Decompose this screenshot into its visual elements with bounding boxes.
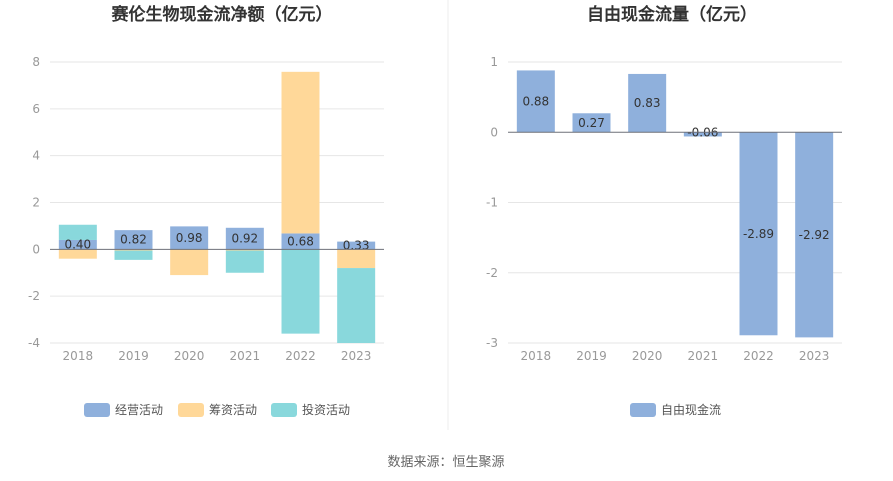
chart-title: 赛伦生物现金流净额（亿元） — [111, 4, 333, 25]
bar-investing — [114, 250, 153, 260]
bar-financing — [281, 71, 320, 234]
legend-label[interactable]: 自由现金流 — [661, 402, 721, 417]
data-label: 0.27 — [578, 116, 605, 130]
x-tick-label: 2022 — [743, 349, 774, 363]
x-tick-label: 2019 — [118, 349, 149, 363]
bar-financing — [337, 249, 376, 269]
bar-investing — [337, 268, 376, 343]
y-tick-label: 1 — [490, 55, 498, 69]
bar-financing — [114, 249, 153, 251]
y-tick-label: 2 — [32, 196, 40, 210]
bar-operating — [114, 230, 153, 250]
bar-free-cash-flow — [683, 132, 722, 137]
legend-swatch[interactable] — [178, 403, 204, 417]
x-tick-label: 2023 — [799, 349, 830, 363]
y-tick-label: -2 — [486, 266, 498, 280]
data-label: -2.92 — [799, 228, 830, 242]
x-tick-label: 2020 — [632, 349, 663, 363]
y-tick-label: 4 — [32, 149, 40, 163]
bar-operating — [170, 226, 209, 250]
data-label: 0.82 — [120, 233, 147, 247]
y-tick-label: 8 — [32, 55, 40, 69]
bar-financing — [170, 249, 209, 276]
bar-free-cash-flow — [739, 132, 778, 336]
data-label: 0.88 — [522, 94, 549, 108]
x-tick-label: 2019 — [576, 349, 607, 363]
x-tick-label: 2018 — [521, 349, 552, 363]
chart-title: 自由现金流量（亿元） — [587, 4, 757, 25]
x-tick-label: 2023 — [341, 349, 372, 363]
y-tick-label: -2 — [28, 289, 40, 303]
y-tick-label: 6 — [32, 102, 40, 116]
bar-operating — [337, 241, 376, 250]
data-label: 0.98 — [176, 231, 203, 245]
bar-operating — [58, 239, 97, 250]
y-tick-label: 0 — [32, 242, 40, 256]
legend-label[interactable]: 投资活动 — [302, 402, 350, 417]
bar-free-cash-flow — [572, 113, 611, 133]
bar-investing — [225, 250, 264, 273]
bar-free-cash-flow — [628, 73, 667, 133]
data-label: 0.40 — [64, 238, 91, 252]
bar-financing — [58, 249, 97, 259]
legend-swatch[interactable] — [271, 403, 297, 417]
data-source-note: 数据来源：恒生聚源 — [387, 455, 504, 470]
x-tick-label: 2021 — [230, 349, 261, 363]
y-tick-label: -3 — [486, 336, 498, 350]
bar-operating — [225, 227, 264, 250]
data-label: 0.83 — [634, 96, 661, 110]
legend-swatch[interactable] — [84, 403, 110, 417]
data-label: 0.92 — [231, 232, 258, 246]
x-tick-label: 2021 — [688, 349, 719, 363]
legend-label[interactable]: 筹资活动 — [209, 403, 257, 417]
data-label: 0.33 — [343, 238, 370, 252]
bar-financing — [225, 249, 264, 251]
x-tick-label: 2018 — [63, 349, 94, 363]
y-tick-label: -4 — [28, 336, 40, 350]
bar-free-cash-flow — [516, 70, 555, 133]
bar-operating — [281, 233, 320, 250]
bar-investing — [58, 224, 97, 240]
legend-label[interactable]: 经营活动 — [115, 403, 163, 417]
free-cash-flow-chart: 自由现金流量（亿元） 1 0 -1 -2 -3 2018 0.88 2019 0.27 2020 0.… — [486, 4, 842, 417]
x-tick-label: 2022 — [285, 349, 316, 363]
cash-flow-net-chart: 赛伦生物现金流净额（亿元） 8 6 4 2 0 -2 -4 2018 0.40 2019 0.82 20… — [28, 4, 384, 417]
bar-free-cash-flow — [795, 132, 834, 338]
legend-swatch[interactable] — [630, 403, 656, 417]
y-tick-label: -1 — [486, 196, 498, 210]
y-tick-label: 0 — [490, 125, 498, 139]
bar-investing — [281, 249, 320, 334]
data-label: 0.68 — [287, 234, 314, 248]
x-tick-label: 2020 — [174, 349, 205, 363]
data-label: -2.89 — [743, 227, 774, 241]
